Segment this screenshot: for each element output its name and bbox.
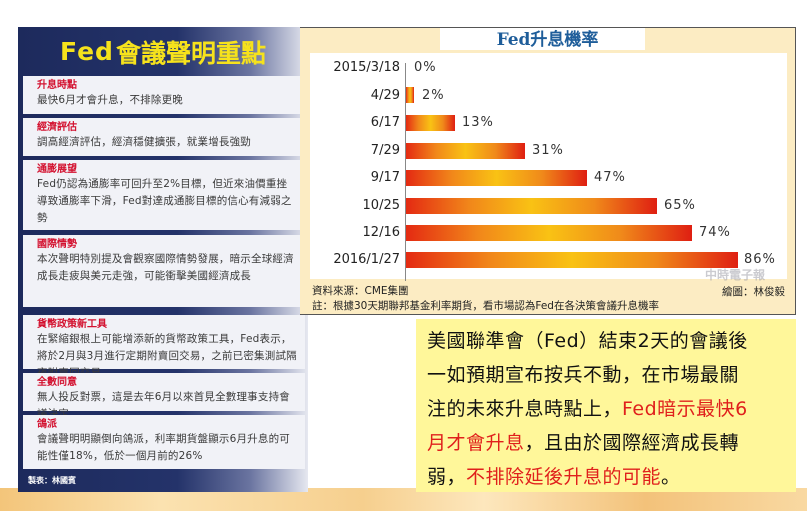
section-dovish: 鴿派 會議聲明明顯倒向鴿派，利率期貨盤顯示6月升息的可能性僅18%，低於一個月前…: [23, 415, 305, 469]
bar-2016-1-27: [406, 252, 738, 268]
value-label: 13%: [462, 115, 494, 130]
caption-text: ，且由於國際經濟成長轉: [524, 432, 740, 454]
value-label: 0%: [414, 60, 437, 75]
category-label: 7/29: [370, 143, 400, 158]
chart-title: Fed升息機率: [496, 30, 599, 50]
section-rate-hike-timing: 升息時點 最快6月才會升息，不排除更晚: [23, 76, 305, 114]
rate-hike-probability-chart: Fed升息機率 2015/3/18 0% 4/29 2% 6/17 13% 7/…: [300, 27, 796, 315]
bar-7-29: [406, 143, 525, 159]
section-head: 全數同意: [37, 377, 77, 388]
chart-credit: 繪圖：林俊毅: [722, 286, 785, 298]
caption-highlight: 不排除延後升息的可能: [466, 466, 662, 488]
bar-10-25: [406, 198, 657, 214]
category-label: 6/17: [370, 115, 400, 130]
panel-title-en: Fed: [60, 37, 114, 66]
section-head: 國際情勢: [37, 239, 77, 250]
section-head: 升息時點: [37, 80, 77, 91]
bar-9-17: [406, 170, 587, 186]
fed-statement-panel: Fed 會議聲明重點 升息時點 最快6月才會升息，不排除更晚 經濟評估 調高經濟…: [18, 27, 308, 492]
caption-line: 美國聯準會（Fed）結束2天的會議後: [427, 324, 796, 358]
category-label: 2016/1/27: [333, 252, 400, 267]
category-label: 9/17: [370, 170, 400, 185]
background-band: [0, 488, 807, 511]
section-head: 鴿派: [37, 419, 57, 430]
caption-highlight: Fed暗示最快6: [622, 398, 748, 420]
watermark-logo: 中時電子報: [704, 268, 765, 282]
chart-source: 資料來源：CME集團: [312, 285, 409, 297]
value-label: 65%: [664, 198, 696, 213]
section-body: Fed仍認為通膨率可回升至2%目標，但近來油價重挫導致通膨率下滑，Fed對達成通…: [37, 178, 292, 224]
caption-highlight: 月才會升息: [427, 432, 525, 454]
caption-text: 注的未來升息時點上，: [427, 398, 623, 420]
caption-text: 。: [661, 466, 681, 488]
section-inflation-outlook: 通膨展望 Fed仍認為通膨率可回升至2%目標，但近來油價重挫導致通膨率下滑，Fe…: [23, 160, 305, 230]
section-body: 會議聲明明顯倒向鴿派，利率期貨盤顯示6月升息的可能性僅18%，低於一個月前的26…: [37, 433, 290, 462]
value-label: 74%: [699, 225, 731, 240]
value-label: 86%: [744, 252, 776, 267]
section-head: 通膨展望: [37, 164, 77, 175]
caption-line: 弱，不排除延後升息的可能。: [427, 460, 796, 494]
bar-12-16: [406, 225, 692, 241]
panel-title-zh: 會議聲明重點: [115, 38, 266, 68]
section-body: 調高經濟評估，經濟穩健擴張，就業增長強勁: [37, 136, 251, 148]
section-international-situation: 國際情勢 本次聲明特別提及會觀察國際情勢發展，暗示全球經濟成長走疲與美元走強，可…: [23, 235, 305, 307]
chart-plot-area: 2015/3/18 0% 4/29 2% 6/17 13% 7/29 31% 9…: [310, 53, 787, 281]
section-body: 本次聲明特別提及會觀察國際情勢發展，暗示全球經濟成長走疲與美元走強，可能衝擊美國…: [37, 253, 294, 282]
value-label: 31%: [532, 143, 564, 158]
value-label: 2%: [422, 88, 445, 103]
bar-6-17: [406, 115, 455, 131]
chart-title-backdrop: [440, 28, 645, 50]
caption-text: 弱，: [427, 466, 467, 488]
section-head: 貨幣政策新工具: [37, 319, 107, 330]
caption-line: 注的未來升息時點上，Fed暗示最快6: [427, 392, 796, 426]
panel-title: Fed 會議聲明重點: [18, 27, 308, 76]
chart-note: 註：根據30天期聯邦基金利率期貨，看市場認為Fed在各決策會議升息機率: [312, 300, 659, 312]
caption-line: 一如預期宣布按兵不動，在市場最關: [427, 358, 796, 392]
category-label: 4/29: [370, 88, 400, 103]
news-caption: 美國聯準會（Fed）結束2天的會議後 一如預期宣布按兵不動，在市場最關 注的未來…: [416, 319, 796, 492]
bar-4-29: [406, 87, 414, 103]
caption-text: 一如預期宣布按兵不動，在市場最關: [427, 364, 740, 386]
section-head: 經濟評估: [37, 122, 77, 133]
section-unanimous: 全數同意 無人投反對票，這是去年6月以來首見全數理事支持會議決定: [23, 373, 305, 420]
caption-line: 月才會升息，且由於國際經濟成長轉: [427, 426, 796, 460]
section-economic-assessment: 經濟評估 調高經濟評估，經濟穩健擴張，就業增長強勁: [23, 118, 305, 156]
category-label: 2015/3/18: [333, 60, 400, 75]
section-new-policy-tools: 貨幣政策新工具 在緊縮銀根上可能增添新的貨幣政策工具，Fed表示，將於2月與3月…: [23, 315, 305, 379]
section-body: 最快6月才會升息，不排除更晚: [37, 94, 183, 106]
caption-text: 美國聯準會（Fed）結束2天的會議後: [427, 330, 748, 352]
value-label: 47%: [594, 170, 626, 185]
category-label: 12/16: [362, 225, 400, 240]
panel-credit: 製表：林國賓: [28, 476, 76, 485]
category-label: 10/25: [362, 198, 400, 213]
y-axis-line: [405, 63, 406, 281]
